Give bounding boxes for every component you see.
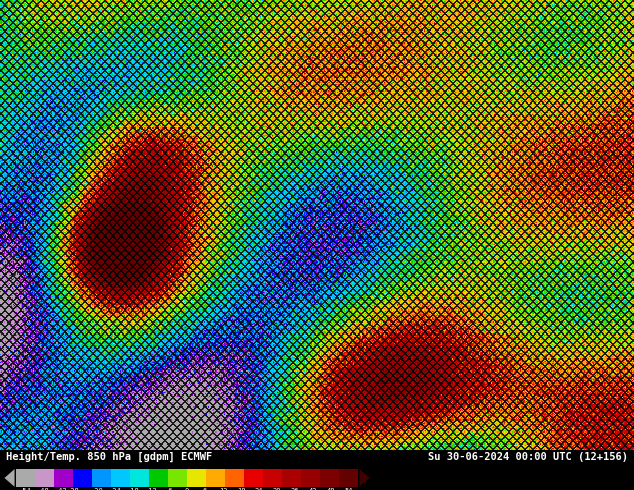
Bar: [130, 469, 149, 487]
Text: -24: -24: [108, 489, 121, 490]
Bar: [301, 469, 320, 487]
Bar: [187, 469, 206, 487]
Text: -6: -6: [165, 489, 173, 490]
Text: Su 30-06-2024 00:00 UTC (12+156): Su 30-06-2024 00:00 UTC (12+156): [428, 452, 628, 462]
Bar: [73, 469, 92, 487]
Bar: [16, 469, 35, 487]
Text: 48: 48: [327, 489, 335, 490]
Text: -30: -30: [91, 489, 103, 490]
Bar: [206, 469, 225, 487]
Text: 54: 54: [345, 489, 353, 490]
Bar: [225, 469, 244, 487]
Text: 18: 18: [237, 489, 245, 490]
Bar: [320, 469, 339, 487]
Polygon shape: [4, 469, 15, 487]
Text: -54: -54: [18, 489, 31, 490]
Bar: [282, 469, 301, 487]
Text: -12: -12: [145, 489, 157, 490]
Text: -38: -38: [67, 489, 79, 490]
Text: 24: 24: [255, 489, 263, 490]
Bar: [149, 469, 168, 487]
Text: 6: 6: [203, 489, 207, 490]
Bar: [35, 469, 54, 487]
Text: -42: -42: [55, 489, 67, 490]
Bar: [54, 469, 73, 487]
Bar: [244, 469, 263, 487]
Bar: [168, 469, 187, 487]
Bar: [339, 469, 358, 487]
Text: Height/Temp. 850 hPa [gdpm] ECMWF: Height/Temp. 850 hPa [gdpm] ECMWF: [6, 452, 212, 462]
Bar: [92, 469, 111, 487]
Text: -18: -18: [127, 489, 139, 490]
Text: 0: 0: [185, 489, 189, 490]
Polygon shape: [359, 469, 370, 487]
Text: 30: 30: [273, 489, 281, 490]
Bar: [263, 469, 282, 487]
Bar: [111, 469, 130, 487]
Text: -48: -48: [37, 489, 49, 490]
Text: 42: 42: [309, 489, 318, 490]
Text: 36: 36: [291, 489, 299, 490]
Text: 12: 12: [219, 489, 228, 490]
